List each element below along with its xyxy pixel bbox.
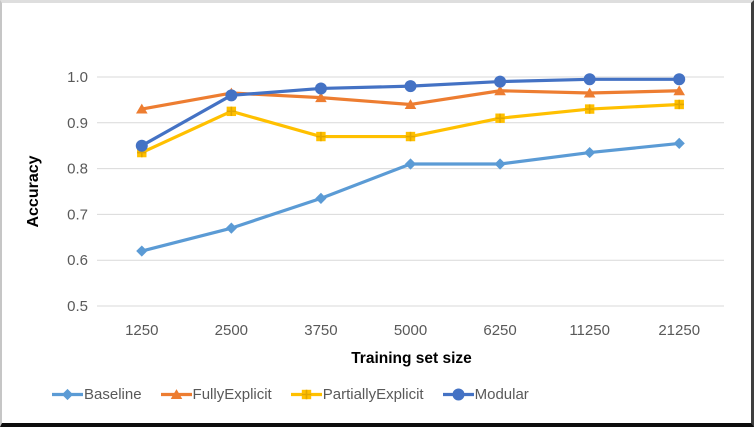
circle-marker-icon — [452, 388, 465, 400]
triangle-legend-marker-icon — [160, 388, 192, 399]
circle-marker-icon — [494, 75, 507, 88]
circle-marker-icon — [135, 139, 148, 152]
triangle-marker-icon — [170, 388, 182, 399]
legend-label: FullyExplicit — [192, 385, 272, 403]
x-tick-label: 11250 — [569, 322, 610, 339]
diamond-marker-icon — [584, 146, 596, 159]
y-tick-label: 0.7 — [67, 206, 88, 223]
y-tick-label: 0.6 — [67, 252, 88, 269]
gridlines — [97, 76, 724, 307]
circle-marker-icon — [673, 73, 686, 86]
triangle-marker-icon — [494, 85, 506, 96]
line-chart-canvas: 0.5 0.6 0.7 0.8 0.9 1.0 1250 2500 3750 5000 6250 11… — [25, 69, 724, 367]
y-tick-label: 0.5 — [67, 298, 88, 315]
square-marker-cross — [301, 389, 311, 399]
series-line — [140, 102, 681, 155]
legend-label: PartiallyExplicit — [322, 385, 424, 403]
diamond-legend-marker-icon — [52, 388, 83, 400]
series-modular — [135, 73, 686, 152]
series-baseline — [136, 137, 685, 257]
legend-item-baseline: Baseline — [52, 386, 142, 403]
x-tick-label: 5000 — [394, 322, 427, 339]
square-marker-cross — [495, 113, 505, 123]
series-partiallyexplicit — [137, 99, 684, 158]
diamond-marker-icon — [494, 158, 506, 170]
legend-label: Modular — [474, 385, 529, 403]
triangle-marker-icon — [315, 92, 327, 103]
x-tick-label: 3750 — [304, 322, 337, 339]
square-marker-cross — [226, 106, 237, 117]
square-marker-cross — [584, 104, 595, 114]
x-tick-label: 6250 — [483, 322, 516, 339]
legend-item-modular: Modular — [442, 385, 529, 403]
circle-marker-icon — [583, 73, 596, 86]
x-axis-title: Training set size — [351, 350, 472, 367]
circle-legend-marker-icon — [442, 388, 474, 400]
triangle-marker-icon — [673, 85, 686, 96]
x-tick-label: 21250 — [658, 322, 700, 339]
legend-label: Baseline — [84, 385, 142, 403]
diamond-marker-icon — [61, 388, 74, 400]
triangle-marker-icon — [583, 87, 596, 98]
diamond-marker-icon — [404, 158, 417, 170]
chart-legend: Baseline FullyExplicit PartiallyExplicit Mo… — [52, 383, 529, 405]
legend-item-partiallyexplicit: PartiallyExplicit — [290, 385, 424, 403]
y-tick-label: 1.0 — [67, 69, 88, 86]
x-tick-label: 1250 — [125, 322, 158, 339]
diamond-marker-icon — [673, 137, 685, 150]
legend-item-fullyexplicit: FullyExplicit — [160, 385, 272, 403]
triangle-marker-icon — [404, 99, 417, 109]
circle-marker-icon — [225, 89, 238, 102]
circle-marker-icon — [404, 80, 417, 93]
triangle-marker-icon — [135, 103, 148, 114]
y-tick-label: 0.8 — [67, 161, 88, 178]
square-legend-marker-icon — [290, 389, 322, 399]
diamond-marker-icon — [225, 222, 237, 234]
y-axis-title: Accuracy — [25, 155, 42, 227]
square-marker-cross — [316, 131, 326, 142]
x-tick-label: 2500 — [215, 322, 248, 339]
diamond-marker-icon — [315, 192, 327, 204]
square-marker-cross — [405, 131, 416, 142]
diamond-marker-icon — [136, 245, 148, 257]
square-marker-cross — [674, 99, 684, 110]
y-tick-label: 0.9 — [67, 115, 88, 132]
circle-marker-icon — [314, 82, 327, 95]
